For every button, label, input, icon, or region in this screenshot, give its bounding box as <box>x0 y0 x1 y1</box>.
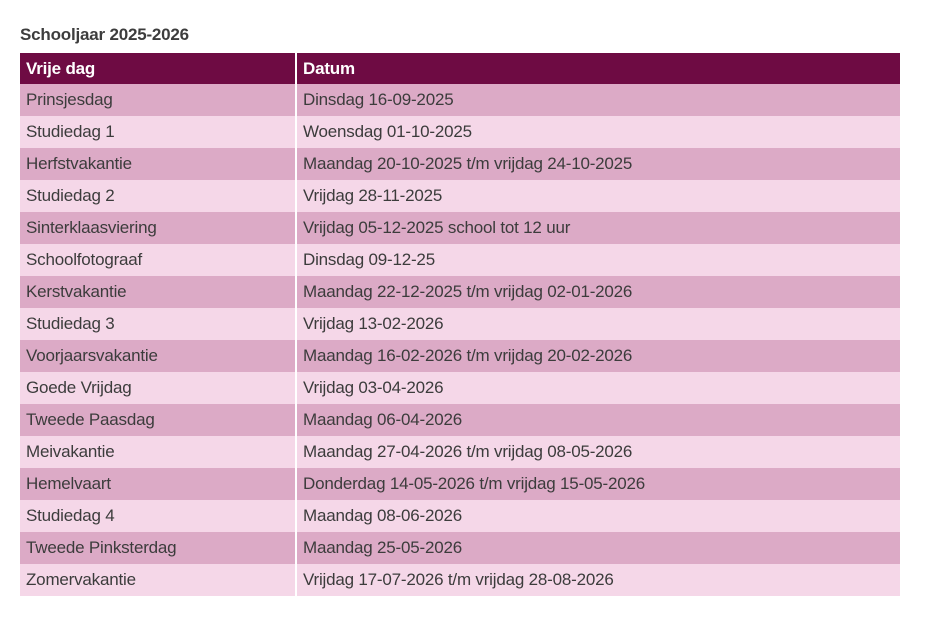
table-row: Goede Vrijdag Vrijdag 03-04-2026 <box>20 372 900 404</box>
day-cell: Goede Vrijdag <box>20 372 297 404</box>
date-cell: Vrijdag 05-12-2025 school tot 12 uur <box>296 212 900 244</box>
day-cell: Hemelvaart <box>20 468 297 500</box>
date-cell: Maandag 20-10-2025 t/m vrijdag 24-10-202… <box>296 148 900 180</box>
table-row: Herfstvakantie Maandag 20-10-2025 t/m vr… <box>20 148 900 180</box>
date-cell: Maandag 06-04-2026 <box>296 404 900 436</box>
date-cell: Vrijdag 17-07-2026 t/m vrijdag 28-08-202… <box>296 564 900 596</box>
day-cell: Zomervakantie <box>20 564 297 596</box>
date-cell: Maandag 16-02-2026 t/m vrijdag 20-02-202… <box>296 340 900 372</box>
table-row: Kerstvakantie Maandag 22-12-2025 t/m vri… <box>20 276 900 308</box>
day-cell: Tweede Pinksterdag <box>20 532 297 564</box>
table-body: Prinsjesdag Dinsdag 16-09-2025 Studiedag… <box>20 84 900 596</box>
table-row: Meivakantie Maandag 27-04-2026 t/m vrijd… <box>20 436 900 468</box>
day-cell: Prinsjesdag <box>20 84 297 116</box>
date-cell: Maandag 08-06-2026 <box>296 500 900 532</box>
date-cell: Dinsdag 16-09-2025 <box>296 84 900 116</box>
column-header-datum: Datum <box>296 53 900 84</box>
day-cell: Studiedag 3 <box>20 308 297 340</box>
table-row: Voorjaarsvakantie Maandag 16-02-2026 t/m… <box>20 340 900 372</box>
date-cell: Maandag 25-05-2026 <box>296 532 900 564</box>
table-row: Studiedag 4 Maandag 08-06-2026 <box>20 500 900 532</box>
day-cell: Meivakantie <box>20 436 297 468</box>
table-row: Tweede Paasdag Maandag 06-04-2026 <box>20 404 900 436</box>
date-cell: Maandag 27-04-2026 t/m vrijdag 08-05-202… <box>296 436 900 468</box>
column-header-vrije-dag: Vrije dag <box>20 53 297 84</box>
day-cell: Studiedag 4 <box>20 500 297 532</box>
day-cell: Studiedag 2 <box>20 180 297 212</box>
table-row: Sinterklaasviering Vrijdag 05-12-2025 sc… <box>20 212 900 244</box>
day-cell: Voorjaarsvakantie <box>20 340 297 372</box>
table-header: Vrije dag Datum <box>20 53 900 84</box>
day-cell: Kerstvakantie <box>20 276 297 308</box>
table-row: Prinsjesdag Dinsdag 16-09-2025 <box>20 84 900 116</box>
date-cell: Donderdag 14-05-2026 t/m vrijdag 15-05-2… <box>296 468 900 500</box>
date-cell: Vrijdag 13-02-2026 <box>296 308 900 340</box>
day-cell: Schoolfotograaf <box>20 244 297 276</box>
table-row: Hemelvaart Donderdag 14-05-2026 t/m vrij… <box>20 468 900 500</box>
date-cell: Vrijdag 28-11-2025 <box>296 180 900 212</box>
day-cell: Sinterklaasviering <box>20 212 297 244</box>
table-row: Zomervakantie Vrijdag 17-07-2026 t/m vri… <box>20 564 900 596</box>
date-cell: Dinsdag 09-12-25 <box>296 244 900 276</box>
table-row: Studiedag 3 Vrijdag 13-02-2026 <box>20 308 900 340</box>
day-cell: Tweede Paasdag <box>20 404 297 436</box>
table-row: Schoolfotograaf Dinsdag 09-12-25 <box>20 244 900 276</box>
table-header-row: Vrije dag Datum <box>20 53 900 84</box>
date-cell: Woensdag 01-10-2025 <box>296 116 900 148</box>
date-cell: Maandag 22-12-2025 t/m vrijdag 02-01-202… <box>296 276 900 308</box>
table-row: Tweede Pinksterdag Maandag 25-05-2026 <box>20 532 900 564</box>
holiday-table: Vrije dag Datum Prinsjesdag Dinsdag 16-0… <box>20 53 900 596</box>
table-row: Studiedag 1 Woensdag 01-10-2025 <box>20 116 900 148</box>
day-cell: Herfstvakantie <box>20 148 297 180</box>
table-row: Studiedag 2 Vrijdag 28-11-2025 <box>20 180 900 212</box>
date-cell: Vrijdag 03-04-2026 <box>296 372 900 404</box>
day-cell: Studiedag 1 <box>20 116 297 148</box>
page-title: Schooljaar 2025-2026 <box>20 25 189 44</box>
